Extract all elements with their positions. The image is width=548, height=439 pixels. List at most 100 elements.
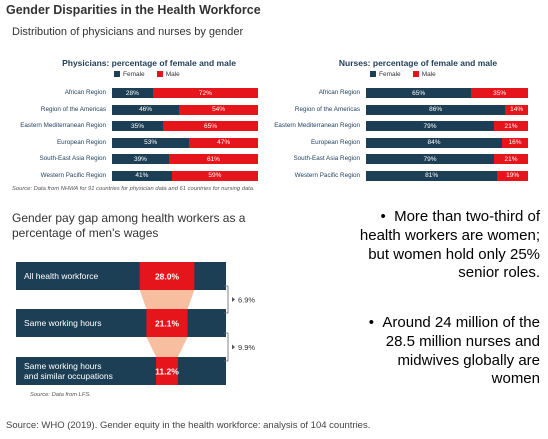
category-band xyxy=(16,309,226,337)
bullet-icon: • xyxy=(380,208,386,225)
data-label: 16% xyxy=(508,139,522,146)
category-label: Same working hours xyxy=(24,361,101,371)
male-bar-segment: 16% xyxy=(502,137,528,148)
row-label: Region of the Americas xyxy=(40,105,106,113)
data-label: 81% xyxy=(425,172,439,179)
male-bar-segment: 59% xyxy=(171,170,258,181)
data-label: 65% xyxy=(204,122,218,130)
female-bar-segment: 53% xyxy=(112,137,190,148)
data-label: 54% xyxy=(212,106,226,113)
arrow-icon xyxy=(232,344,235,350)
pay-gap-title: Gender pay gap among health workers as a… xyxy=(12,211,245,241)
physicians-legend: Female Male xyxy=(114,71,180,78)
data-label: 59% xyxy=(208,172,222,179)
pay-gap-bar xyxy=(156,357,178,385)
data-label: 35% xyxy=(493,89,507,97)
data-label: 11.2% xyxy=(155,367,179,377)
legend-male: Male xyxy=(156,71,180,78)
female-bar-segment: 46% xyxy=(112,104,180,115)
data-label: 21.1% xyxy=(155,319,180,329)
bullet-2-line: 28.5 million nurses and xyxy=(385,332,540,350)
physicians-chart-title: Physicians: percentage of female and mal… xyxy=(62,58,236,68)
female-bar-segment: 65% xyxy=(366,88,472,98)
row-label: European Region xyxy=(56,138,106,146)
row-label: Western Pacific Region xyxy=(294,171,360,179)
footer-source: Source: WHO (2019). Gender equity in the… xyxy=(6,420,371,431)
female-bar-segment: 39% xyxy=(112,154,169,164)
stacked-bar: 81% 19% xyxy=(366,170,528,181)
bullet-1-line: • More than two-third of xyxy=(380,208,540,225)
stacked-bar: 35% 65% xyxy=(112,121,258,131)
funnel-connector xyxy=(146,337,188,357)
data-label: 28% xyxy=(125,89,139,97)
category-label: and similar occupations xyxy=(24,371,113,381)
row-label: South-East Asia Region xyxy=(39,155,106,162)
male-bar-segment: 14% xyxy=(505,104,528,115)
stacked-bar: 41% 59% xyxy=(112,170,258,181)
male-bar-segment: 21% xyxy=(493,154,528,164)
row-label: Eastern Mediterranean Region xyxy=(20,122,106,129)
stacked-bar: 86% 14% xyxy=(366,104,528,115)
legend-female: Female xyxy=(114,71,145,78)
data-label: 46% xyxy=(139,106,153,113)
difference-label: 6.9% xyxy=(238,296,255,305)
row-label: European Region xyxy=(310,138,360,146)
category-label: Same working hours xyxy=(24,318,101,328)
male-bar-segment: 21% xyxy=(493,121,528,131)
female-bar-segment: 86% xyxy=(366,104,506,115)
bullet-1-line: health workers are women; xyxy=(359,226,540,244)
legend-female: Female xyxy=(370,71,401,78)
stacked-bar: 53% 47% xyxy=(112,137,258,148)
row-label: South-East Asia Region xyxy=(293,155,360,162)
stacked-bar: 39% 61% xyxy=(112,154,258,164)
male-bar-segment: 19% xyxy=(497,170,528,181)
male-bar-segment: 47% xyxy=(189,137,258,148)
arrow-icon xyxy=(232,297,235,302)
female-swatch-icon xyxy=(370,71,376,78)
data-label: 39% xyxy=(133,155,147,163)
top-source-note: Source: Data from NHWA for 91 countries … xyxy=(12,186,255,192)
data-label: 28.0% xyxy=(155,272,180,282)
row-label: Eastern Mediterranean Region xyxy=(274,122,360,129)
row-label: Region of the Americas xyxy=(294,105,360,113)
data-label: 21% xyxy=(504,155,518,163)
stacked-bar: 84% 16% xyxy=(366,137,528,148)
pay-gap-title-line1: Gender pay gap among health workers as a xyxy=(12,211,246,225)
funnel-connector xyxy=(139,290,195,309)
data-label: 14% xyxy=(510,106,524,113)
male-bar-segment: 61% xyxy=(168,154,258,164)
pay-gap-source: Source: Data from LFS. xyxy=(30,392,91,398)
bullet-1: • More than two-third of health workers … xyxy=(360,208,540,283)
data-label: 79% xyxy=(423,122,437,130)
data-label: 35% xyxy=(131,122,145,130)
bullet-2-line: • Around 24 million of the xyxy=(368,314,540,331)
data-label: 19% xyxy=(506,172,520,179)
data-label: 61% xyxy=(206,155,220,163)
male-swatch-icon xyxy=(412,71,419,78)
data-label: 47% xyxy=(217,139,231,146)
legend-male: Male xyxy=(412,71,436,78)
page-title: Gender Disparities in the Health Workfor… xyxy=(6,3,261,17)
female-swatch-icon xyxy=(114,71,120,78)
data-label: 41% xyxy=(135,172,149,179)
data-label: 21% xyxy=(504,122,518,130)
data-label: 72% xyxy=(198,89,212,97)
pay-gap-title-line2: percentage of men's wages xyxy=(12,226,159,240)
stacked-bar: 65% 35% xyxy=(366,88,528,98)
female-bar-segment: 81% xyxy=(366,170,498,181)
male-bar-segment: 54% xyxy=(179,104,258,115)
female-bar-segment: 79% xyxy=(366,154,494,164)
nurses-chart-title: Nurses: percentage of female and male xyxy=(338,58,498,68)
data-label: 53% xyxy=(144,139,158,146)
category-band xyxy=(16,357,226,385)
stacked-bar: 79% 21% xyxy=(366,121,528,131)
male-bar-segment: 35% xyxy=(471,88,528,98)
difference-label: 9.9% xyxy=(238,343,255,352)
female-bar-segment: 41% xyxy=(112,170,172,181)
bullet-1-line: senior roles. xyxy=(458,264,540,282)
stacked-bar: 46% 54% xyxy=(112,104,258,115)
female-bar-segment: 84% xyxy=(366,137,503,148)
male-bar-segment: 65% xyxy=(163,121,258,131)
data-label: 65% xyxy=(412,89,426,97)
